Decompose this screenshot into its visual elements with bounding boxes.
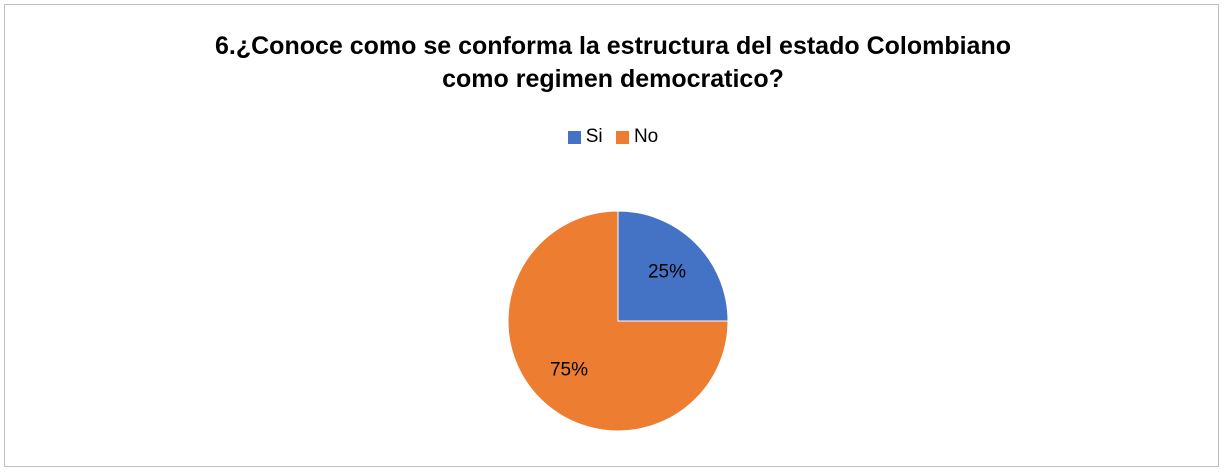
legend-item-no: No xyxy=(615,126,659,148)
pie-slice-si xyxy=(617,210,729,322)
legend-swatch-si xyxy=(567,130,581,144)
legend-item-si: Si xyxy=(567,126,603,148)
chart-title: 6.¿Conoce como se conforma la estructura… xyxy=(0,30,1226,96)
pie-slice-no xyxy=(507,210,729,432)
legend-label-no: No xyxy=(633,126,659,147)
legend-swatch-no xyxy=(615,130,629,144)
data-label-si: 25% xyxy=(648,261,686,282)
chart-title-line-1: 6.¿Conoce como se conforma la estructura… xyxy=(215,32,1011,60)
legend-label-si: Si xyxy=(585,126,603,147)
chart-title-line-2: como regimen democratico? xyxy=(442,65,784,93)
data-label-no: 75% xyxy=(550,360,588,381)
legend: Si No xyxy=(0,126,1226,150)
